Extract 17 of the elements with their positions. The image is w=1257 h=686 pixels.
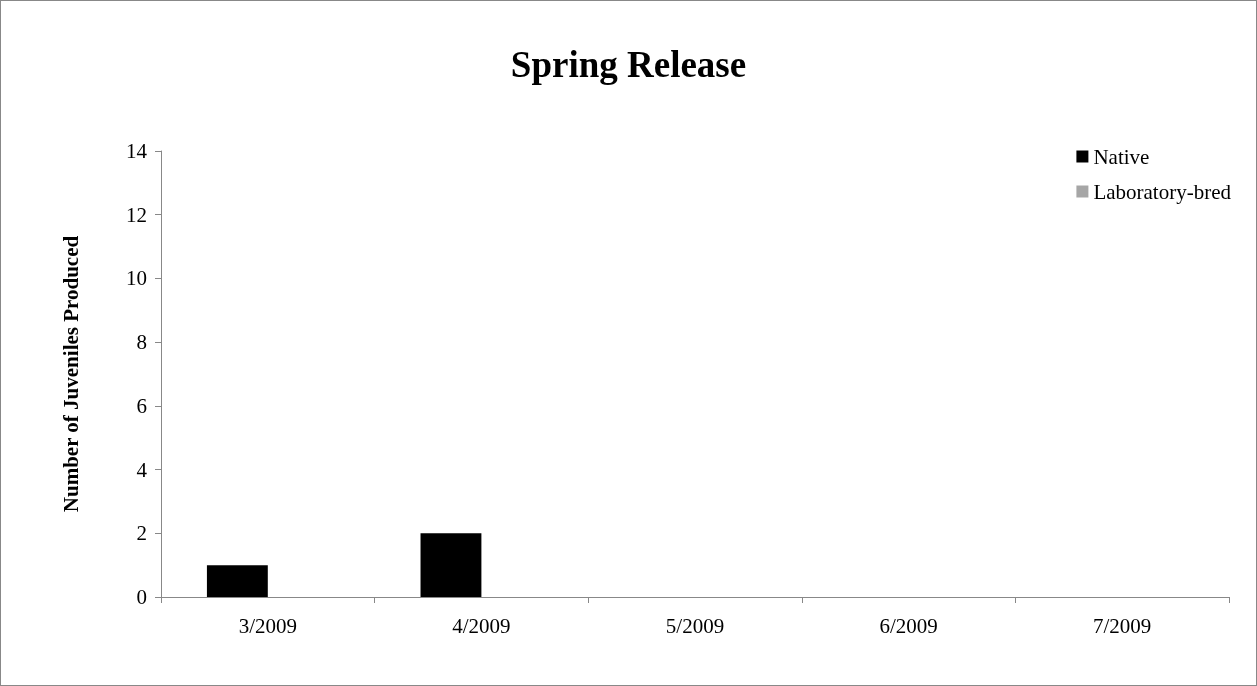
legend-label: Laboratory-bred xyxy=(1093,179,1232,204)
x-tick-label: 5/2009 xyxy=(665,613,725,638)
legend-label: Native xyxy=(1093,144,1150,169)
y-tick-label: 6 xyxy=(136,393,147,418)
x-tick-label: 3/2009 xyxy=(238,613,297,638)
chart-title: Spring Release xyxy=(510,44,747,85)
x-tick-label: 7/2009 xyxy=(1093,613,1152,638)
y-tick-label: 2 xyxy=(136,521,147,546)
y-tick-label: 0 xyxy=(136,585,147,609)
x-tick-label: 6/2009 xyxy=(879,613,938,638)
y-tick-label: 8 xyxy=(136,330,147,355)
y-tick-label: 12 xyxy=(126,202,147,227)
y-axis-title: Number of Juveniles Produced xyxy=(58,235,83,513)
y-tick-label: 14 xyxy=(126,139,148,163)
y-tick-label: 10 xyxy=(126,266,147,291)
x-tick-label: 4/2009 xyxy=(452,613,511,638)
y-tick-label: 4 xyxy=(136,457,148,482)
